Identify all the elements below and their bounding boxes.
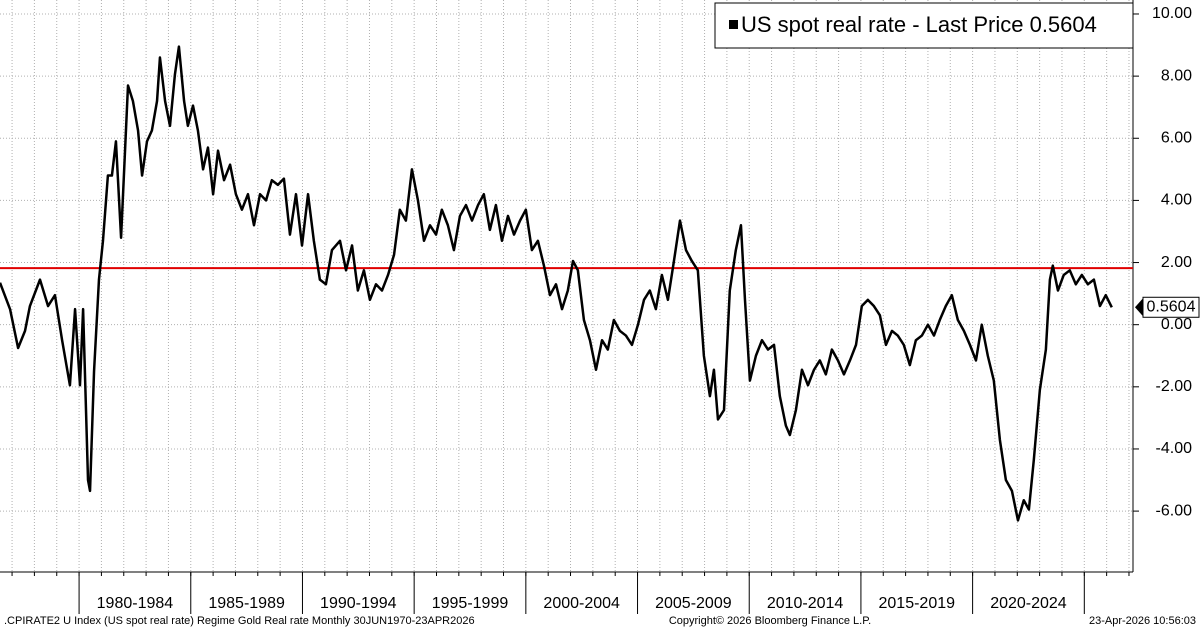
legend-label: US spot real rate - Last Price 0.5604 xyxy=(741,12,1097,37)
y-tick-label: 0.00 xyxy=(1161,316,1192,333)
last-price-pointer xyxy=(1135,298,1143,317)
x-group-label: 2005-2009 xyxy=(655,595,732,612)
y-tick-label: 8.00 xyxy=(1161,67,1192,84)
legend: US spot real rate - Last Price 0.5604 xyxy=(714,2,1134,49)
y-tick-label: 6.00 xyxy=(1161,129,1192,146)
legend-name: US spot real rate - Last Price xyxy=(741,12,1023,37)
y-tick-label: 10.00 xyxy=(1152,5,1192,22)
legend-box xyxy=(714,2,1134,49)
y-tick-label: 2.00 xyxy=(1161,254,1192,271)
x-group-label: 1995-1999 xyxy=(432,595,509,612)
legend-swatch xyxy=(729,20,738,29)
footer-timestamp: 23-Apr-2026 10:56:03 xyxy=(1089,615,1196,627)
x-group-label: 2000-2004 xyxy=(543,595,620,612)
series-line xyxy=(0,45,1113,522)
x-group-label: 2020-2024 xyxy=(990,595,1067,612)
legend-value: 0.5604 xyxy=(1030,12,1097,37)
x-group-label: 1985-1989 xyxy=(208,595,285,612)
x-group-label: 2010-2014 xyxy=(767,595,844,612)
y-tick-label: -2.00 xyxy=(1156,378,1193,395)
x-group-label: 1990-1994 xyxy=(320,595,397,612)
footer-copyright: Copyright© 2026 Bloomberg Finance L.P. xyxy=(669,615,871,627)
x-group-label: 1980-1984 xyxy=(97,595,174,612)
y-tick-label: 4.00 xyxy=(1161,192,1192,209)
footer-source: .CPIRATE2 U Index (US spot real rate) Re… xyxy=(4,615,475,627)
last-price-box xyxy=(1142,296,1200,318)
y-tick-label: -4.00 xyxy=(1156,440,1193,457)
x-group-label: 2015-2019 xyxy=(879,595,956,612)
y-tick-label: -6.00 xyxy=(1156,502,1193,519)
last-price-tag: 0.5604 xyxy=(1147,298,1196,315)
